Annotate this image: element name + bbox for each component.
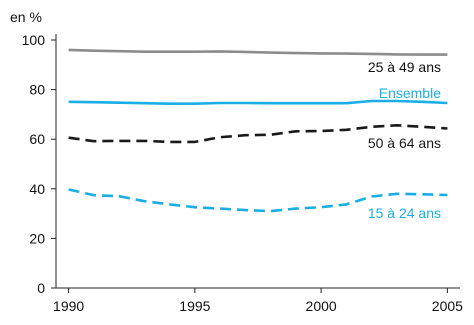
x-tick-label: 2005 — [432, 298, 463, 314]
series-line-50-64-ans — [68, 124, 448, 144]
y-tick-label: 100 — [22, 32, 46, 48]
series-label: Ensemble — [379, 85, 441, 101]
y-tick-label: 80 — [29, 82, 45, 98]
series-labels: 25 à 49 ans Ensemble 50 à 64 ans 15 à 24 an… — [368, 59, 441, 221]
series-group — [68, 48, 448, 213]
y-tick-label: 20 — [29, 230, 45, 246]
x-tick-label: 1990 — [53, 298, 84, 314]
x-tick-label: 1995 — [179, 298, 210, 314]
x-tick-label: 2000 — [306, 298, 337, 314]
axes: 0 20 40 60 80 100 1990 1995 2000 2005 — [22, 32, 464, 314]
y-tick-label: 40 — [29, 181, 45, 197]
series-label: 50 à 64 ans — [368, 135, 441, 151]
series-line-25-49-ans — [68, 48, 448, 56]
series-line-15-24-ans — [68, 188, 448, 213]
series-line-ensemble — [68, 99, 448, 105]
series-label: 25 à 49 ans — [368, 59, 441, 75]
y-tick-label: 60 — [29, 131, 45, 147]
y-tick-label: 0 — [37, 280, 45, 296]
unit-label: en % — [10, 9, 42, 25]
series-label: 15 à 24 ans — [368, 205, 441, 221]
